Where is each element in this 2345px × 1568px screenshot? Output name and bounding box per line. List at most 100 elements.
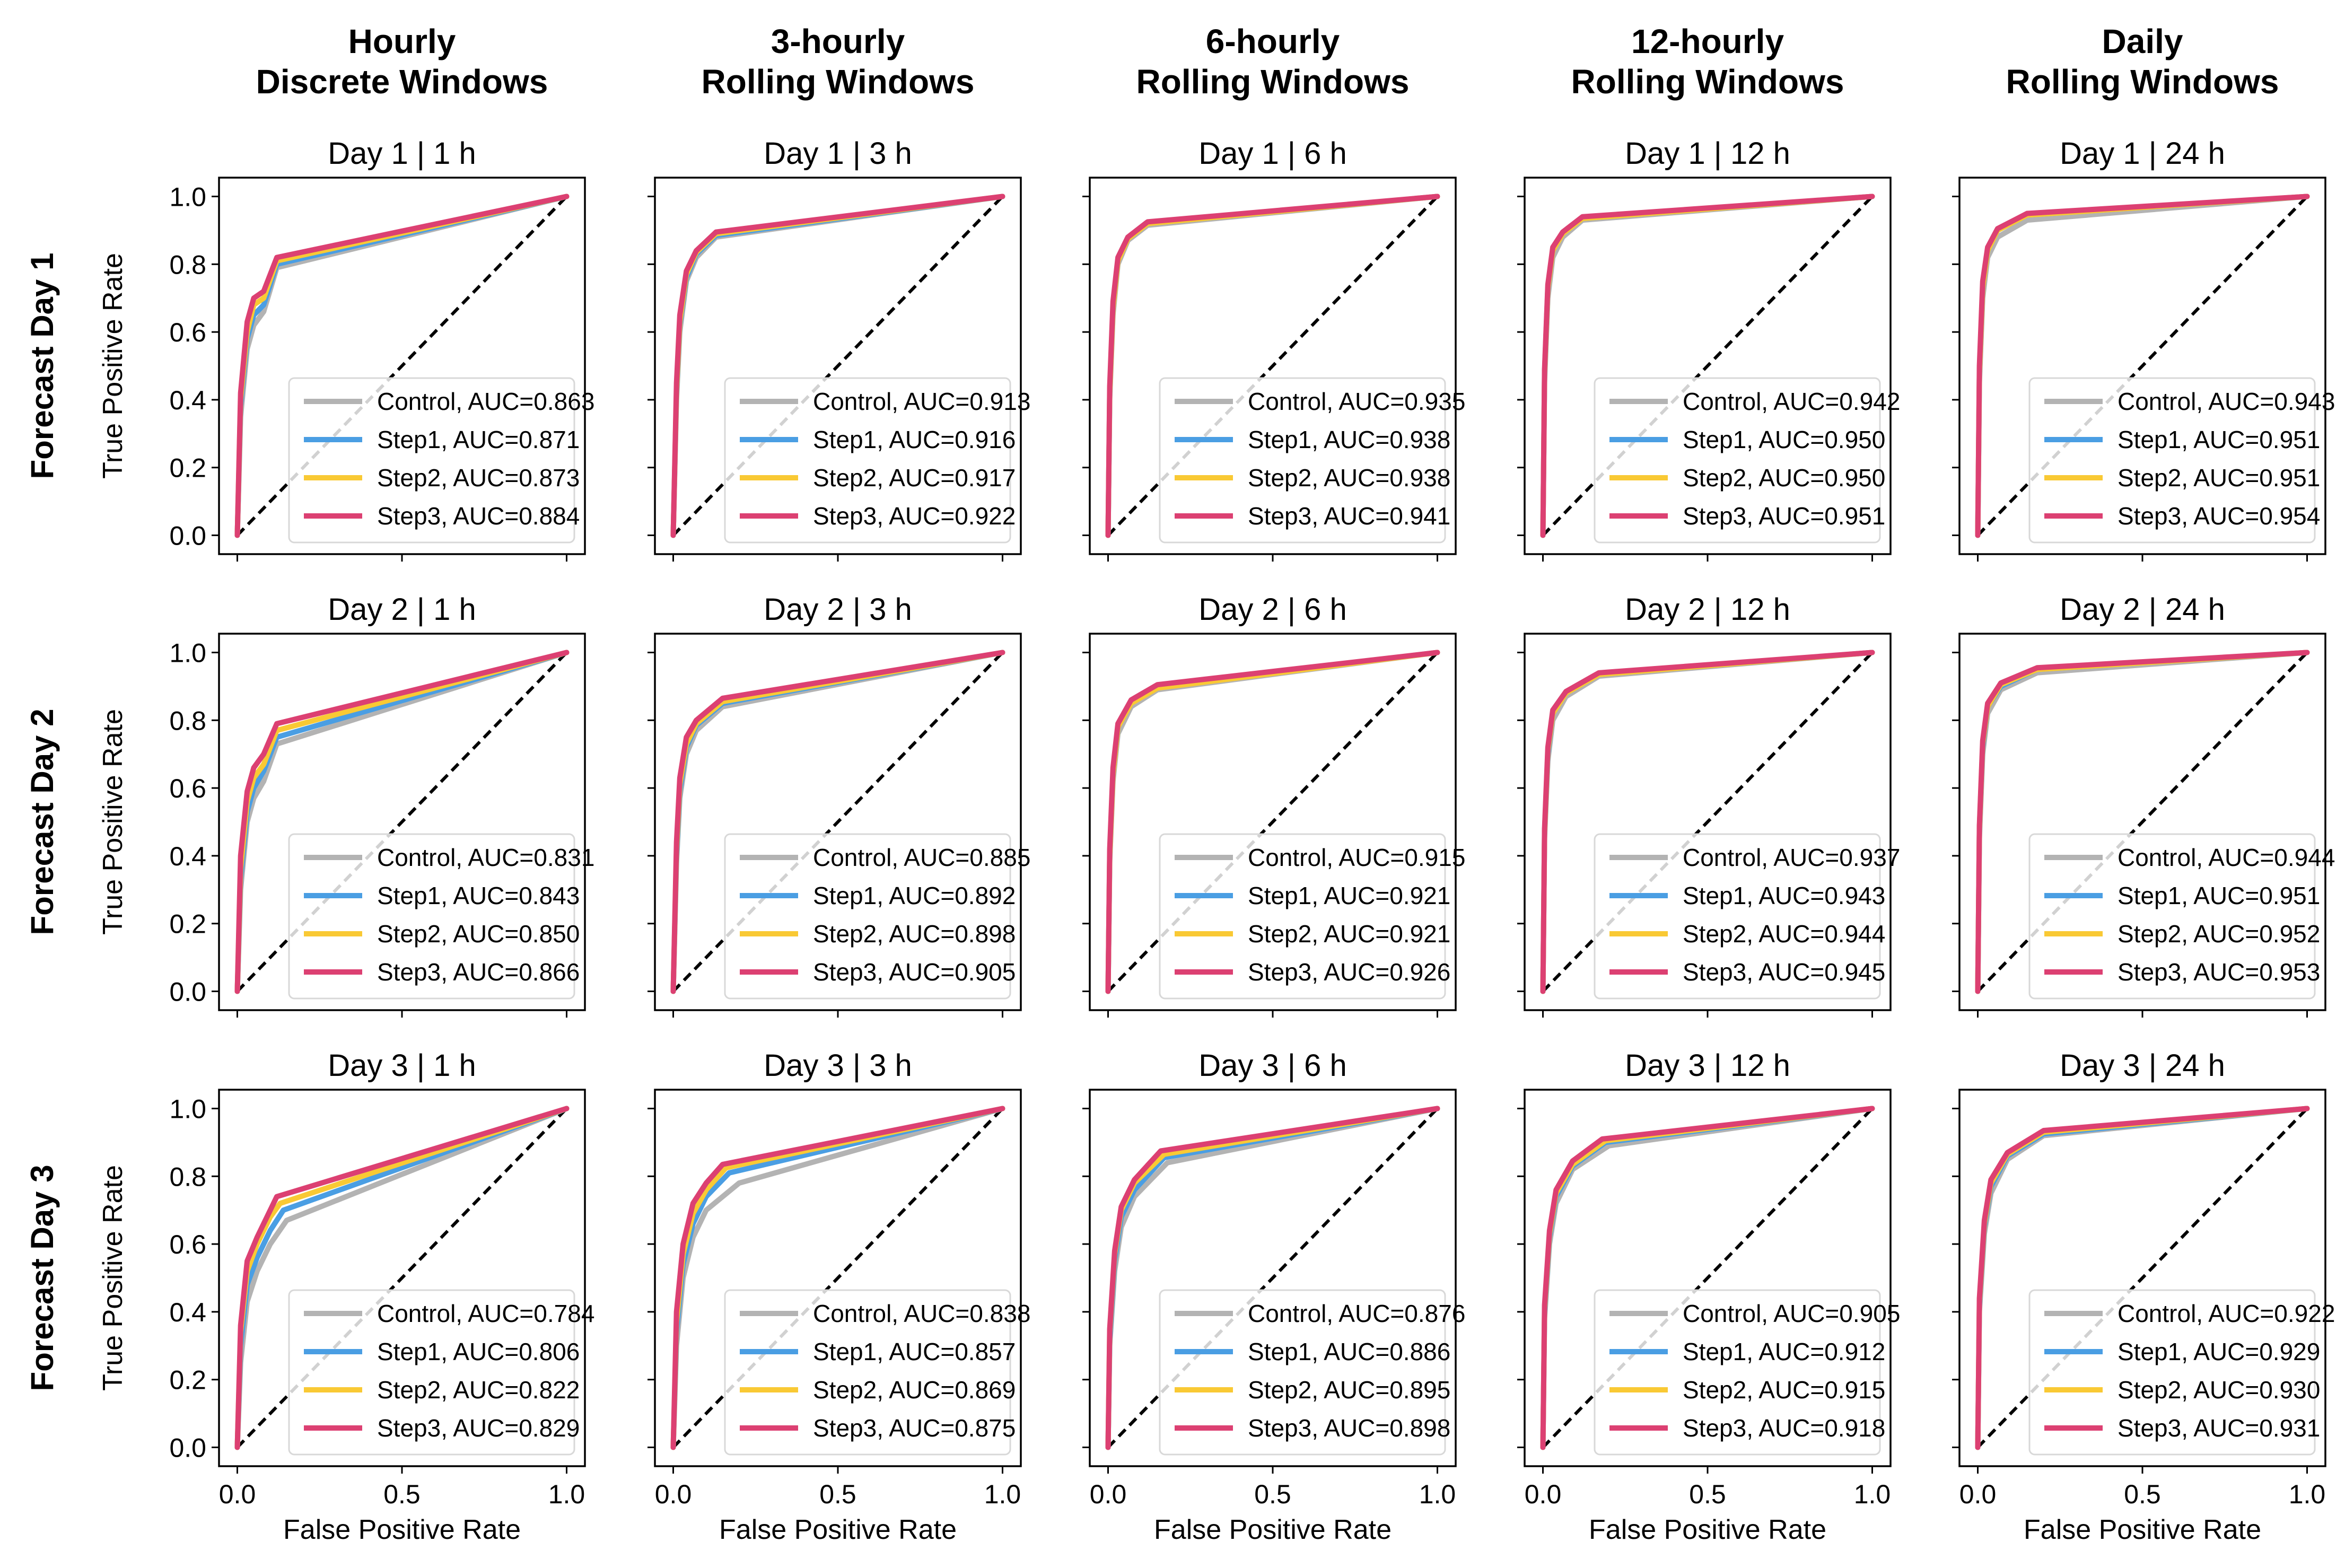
y-tick-label: 0.4 [169, 1298, 206, 1327]
legend-entry-step3: Step3, AUC=0.931 [2118, 1414, 2320, 1442]
plot-frame [654, 177, 1022, 555]
legend-box [288, 833, 575, 1000]
x-tick-label: 1.0 [1419, 1479, 1456, 1509]
y-tick-label: 0.4 [169, 386, 206, 415]
legend-entry-step2: Step2, AUC=0.930 [2118, 1376, 2320, 1404]
x-tick-label: 1.0 [2289, 1479, 2326, 1509]
x-tick-label: 0.0 [655, 1479, 692, 1509]
column-title-4-line-2: Rolling Windows [1571, 63, 1844, 101]
legend-box [724, 833, 1011, 1000]
x-tick-label: 1.0 [1854, 1479, 1891, 1509]
legend-entry-step2: Step2, AUC=0.822 [377, 1376, 580, 1404]
legend: Control, AUC=0.831 Step1, AUC=0.843 Step2,… [288, 833, 594, 1000]
x-tick-label: 0.5 [819, 1479, 856, 1509]
legend-entry-step1: Step1, AUC=0.929 [2118, 1338, 2320, 1365]
roc-curve-step3 [1540, 194, 1875, 538]
x-axis-label: False Positive Rate [283, 1514, 521, 1545]
legend: Control, AUC=0.876 Step1, AUC=0.886 Step2,… [1159, 1289, 1465, 1456]
y-tick-label: 0.8 [169, 250, 206, 279]
legend-entry-control: Control, AUC=0.863 [377, 388, 594, 415]
legend-entry-step2: Step2, AUC=0.915 [1683, 1376, 1885, 1404]
legend: Control, AUC=0.863 Step1, AUC=0.871 Step2,… [288, 377, 594, 544]
legend-entry-control: Control, AUC=0.922 [2118, 1300, 2335, 1327]
column-title-2-line-2: Rolling Windows [702, 63, 975, 101]
legend-entry-control: Control, AUC=0.942 [1683, 388, 1900, 415]
legend-entry-step2: Step2, AUC=0.944 [1683, 920, 1885, 948]
legend-entry-step3: Step3, AUC=0.829 [377, 1414, 580, 1442]
panel-day-3-24-h: Day 3 | 24 h 0.0 0.5 1.0 False Positive Rate… [1952, 1048, 2335, 1545]
legend: Control, AUC=0.913 Step1, AUC=0.916 Step2,… [724, 377, 1030, 544]
plot-frame [654, 1089, 1022, 1467]
legend-box [288, 377, 575, 544]
legend-entry-step1: Step1, AUC=0.951 [2118, 426, 2320, 453]
legend-entry-step2: Step2, AUC=0.950 [1683, 464, 1885, 492]
legend-box [1159, 833, 1446, 1000]
legend-entry-step1: Step1, AUC=0.938 [1248, 426, 1450, 453]
panel-day-1-6-h: Day 1 | 6 h Control, AUC=0.935 Step1, AUC=… [1082, 136, 1465, 562]
legend-entry-step1: Step1, AUC=0.886 [1248, 1338, 1450, 1365]
column-title-3-line-1: 6-hourly [1206, 22, 1340, 60]
panel-day-3-3-h: Day 3 | 3 h 0.0 0.5 1.0 False Positive Rate C… [648, 1048, 1030, 1545]
legend-entry-step1: Step1, AUC=0.892 [813, 882, 1016, 909]
legend-entry-step2: Step2, AUC=0.952 [2118, 920, 2320, 948]
plot-frame [218, 633, 586, 1011]
column-title-2-line-1: 3-hourly [771, 22, 905, 60]
roc-curve-step3 [670, 1106, 1005, 1450]
x-tick-label: 0.5 [383, 1479, 421, 1509]
legend-entry-control: Control, AUC=0.876 [1248, 1300, 1465, 1327]
row-label-forecast-day-3: Forecast Day 3 [24, 1165, 60, 1391]
panel-title: Day 1 | 12 h [1625, 136, 1790, 171]
legend: Control, AUC=0.935 Step1, AUC=0.938 Step2,… [1159, 377, 1465, 544]
panel-day-1-3-h: Day 1 | 3 h Control, AUC=0.913 Step1, AUC=… [648, 136, 1030, 562]
y-tick-label: 0.2 [169, 909, 206, 939]
legend-entry-step2: Step2, AUC=0.869 [813, 1376, 1016, 1404]
column-title-4-line-1: 12-hourly [1631, 22, 1784, 60]
legend-entry-step3: Step3, AUC=0.898 [1248, 1414, 1450, 1442]
legend: Control, AUC=0.922 Step1, AUC=0.929 Step2,… [2028, 1289, 2335, 1456]
legend-entry-step2: Step2, AUC=0.921 [1248, 920, 1450, 948]
legend: Control, AUC=0.944 Step1, AUC=0.951 Step2,… [2028, 833, 2335, 1000]
plot-frame [1089, 633, 1457, 1011]
panel-day-1-12-h: Day 1 | 12 h Control, AUC=0.942 Step1, AUC… [1517, 136, 1900, 562]
legend-entry-control: Control, AUC=0.885 [813, 844, 1030, 871]
legend-entry-step3: Step3, AUC=0.954 [2118, 502, 2320, 530]
panel-title: Day 2 | 24 h [2060, 592, 2225, 627]
legend-entry-step1: Step1, AUC=0.871 [377, 426, 580, 453]
legend-entry-step3: Step3, AUC=0.905 [813, 958, 1016, 986]
roc-curve-step3 [1540, 650, 1875, 994]
legend-box [1159, 1289, 1446, 1456]
y-tick-label: 0.6 [169, 318, 206, 347]
legend: Control, AUC=0.885 Step1, AUC=0.892 Step2,… [724, 833, 1030, 1000]
legend-box [2028, 1289, 2316, 1456]
legend-box [288, 1289, 575, 1456]
legend-entry-control: Control, AUC=0.831 [377, 844, 594, 871]
legend-entry-step2: Step2, AUC=0.898 [813, 920, 1016, 948]
legend-box [2028, 377, 2316, 544]
y-tick-label: 0.0 [169, 521, 206, 551]
column-title-1-line-1: Hourly [348, 22, 456, 60]
legend: Control, AUC=0.905 Step1, AUC=0.912 Step2,… [1594, 1289, 1900, 1456]
panel-title: Day 1 | 6 h [1198, 136, 1346, 171]
roc-curve-step3 [1540, 1106, 1875, 1450]
column-title-5-line-1: Daily [2102, 22, 2183, 60]
roc-curve-step3 [234, 1106, 570, 1450]
panel-day-3-12-h: Day 3 | 12 h 0.0 0.5 1.0 False Positive Rate… [1517, 1048, 1900, 1545]
roc-curve-step3 [1105, 194, 1440, 538]
y-tick-label: 1.0 [169, 638, 206, 668]
panel-day-2-3-h: Day 2 | 3 h Control, AUC=0.885 Step1, AUC=… [648, 592, 1030, 1018]
legend-entry-step2: Step2, AUC=0.850 [377, 920, 580, 948]
roc-curve-step3 [1975, 194, 2310, 538]
panel-title: Day 3 | 24 h [2060, 1048, 2225, 1083]
plot-frame [1958, 177, 2326, 555]
x-tick-label: 1.0 [548, 1479, 585, 1509]
roc-curve-step3 [1975, 650, 2310, 994]
legend-entry-step3: Step3, AUC=0.922 [813, 502, 1016, 530]
legend-box [724, 1289, 1011, 1456]
legend-box [1594, 377, 1881, 544]
legend-entry-step1: Step1, AUC=0.857 [813, 1338, 1016, 1365]
column-title-1-line-2: Discrete Windows [256, 63, 548, 101]
legend-entry-control: Control, AUC=0.943 [2118, 388, 2335, 415]
panel-title: Day 1 | 24 h [2060, 136, 2225, 171]
